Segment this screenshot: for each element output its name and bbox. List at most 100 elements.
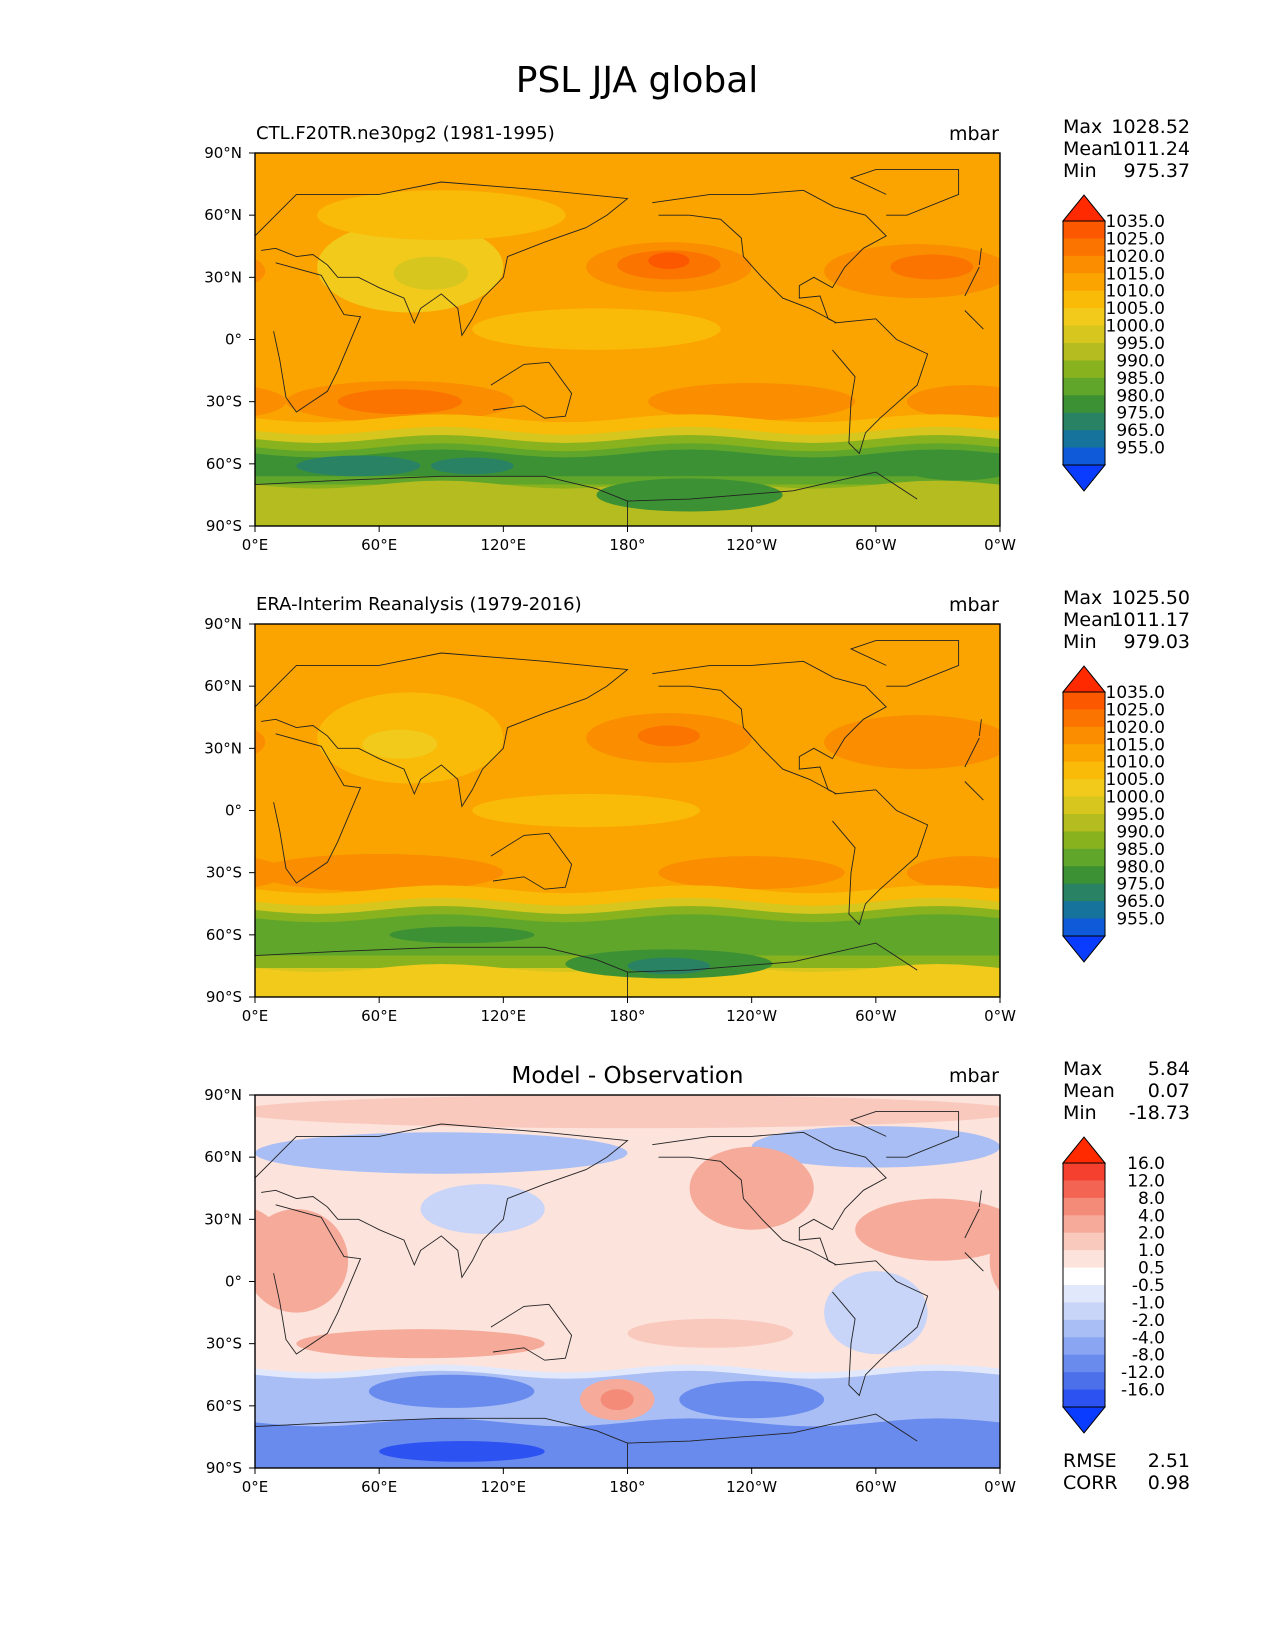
colorbar-level-label: 1000.0 <box>1106 788 1165 808</box>
figure-title: PSL JJA global <box>516 60 759 101</box>
coastline-north-america <box>652 189 887 324</box>
colorbar-level-label: 955.0 <box>1116 439 1165 459</box>
map-field <box>255 1095 1275 1468</box>
field-contour <box>362 729 438 759</box>
colorbar-level-label: 965.0 <box>1116 892 1165 912</box>
field-contour <box>430 457 514 475</box>
stat-value-mean: 0.07 <box>1148 1080 1190 1102</box>
y-tick-label: 0° <box>225 331 242 349</box>
colorbar-level-label: 1010.0 <box>1106 282 1165 302</box>
colorbar-bin <box>1063 796 1105 815</box>
colorbar-level-label: 1.0 <box>1138 1241 1165 1261</box>
coastline-south-america <box>832 1260 929 1397</box>
x-tick-label: 60°E <box>361 536 397 554</box>
coastline-antarctica <box>627 471 918 502</box>
y-tick-label: 0° <box>225 1273 242 1291</box>
field-contour <box>255 463 266 477</box>
field-contour <box>379 1441 545 1462</box>
field-contour <box>472 793 700 828</box>
field-contour <box>255 1208 349 1313</box>
coastline-europe-asia <box>255 1123 629 1279</box>
coastline-africa <box>273 733 362 884</box>
coastline-antarctica <box>627 1413 918 1444</box>
y-tick-label: 90°N <box>204 1086 242 1104</box>
colorbar-bin <box>1063 1319 1105 1338</box>
colorbar: 1035.01025.01020.01015.01010.01005.01000… <box>1061 194 1165 492</box>
field-contour <box>255 387 287 417</box>
field-contour <box>689 1146 814 1230</box>
y-tick-label: 0° <box>225 802 242 820</box>
x-tick-label: 120°E <box>481 1478 527 1496</box>
field-contour <box>255 1095 1000 1129</box>
stat-value-min: 979.03 <box>1124 631 1190 653</box>
x-tick-label: 120°W <box>726 1007 777 1025</box>
x-tick-label: 0°E <box>242 1007 269 1025</box>
colorbar-frame <box>1062 220 1106 466</box>
colorbar: 16.012.08.04.02.01.00.5-0.5-1.0-2.0-4.0-… <box>1061 1136 1165 1434</box>
colorbar-level-label: 1000.0 <box>1106 317 1165 337</box>
colorbar-bin <box>1063 883 1105 902</box>
colorbar-bin <box>1063 831 1105 850</box>
y-tick-label: 60°S <box>206 1397 242 1415</box>
field-contour <box>1176 458 1259 475</box>
coastline-antarctica <box>255 946 628 997</box>
coastline-greenland <box>849 1111 960 1158</box>
colorbar-max-extend <box>1061 665 1107 693</box>
colorbar-level-label: -16.0 <box>1121 1381 1165 1401</box>
x-tick-label: 120°E <box>481 1007 527 1025</box>
field-contour <box>648 383 856 421</box>
colorbar-level-label: 1025.0 <box>1106 229 1165 249</box>
colorbar-bin <box>1063 726 1105 745</box>
panel-units: mbar <box>949 1065 999 1087</box>
stat-label-mean: Mean <box>1063 609 1115 631</box>
field-contour <box>658 856 845 890</box>
coastline-europe-asia <box>255 652 629 808</box>
colorbar-bin <box>1063 430 1105 449</box>
x-tick-label: 0°E <box>242 536 269 554</box>
colorbar-level-label: 995.0 <box>1116 334 1165 354</box>
colorbar-level-label: 12.0 <box>1127 1171 1165 1191</box>
stat-value-max: 5.84 <box>1148 1058 1190 1080</box>
colorbar-level-label: 2.0 <box>1138 1224 1165 1244</box>
colorbar-min-extend <box>1061 1406 1107 1434</box>
field-contour <box>1217 794 1275 827</box>
colorbar-bin <box>1063 1180 1105 1199</box>
y-tick-label: 60°N <box>204 1148 242 1166</box>
field-contour <box>855 1198 1000 1261</box>
field-contour <box>255 854 504 892</box>
field-contour <box>906 459 1000 481</box>
stat-label-rmse: RMSE <box>1063 1450 1117 1472</box>
field-contour <box>255 729 266 755</box>
field-contour <box>368 1374 535 1408</box>
coastline-africa <box>273 262 362 413</box>
colorbar-bin <box>1063 377 1105 396</box>
colorbar-level-label: 4.0 <box>1138 1206 1165 1226</box>
panels: CTL.F20TR.ne30pg2 (1981-1995) mbar 0°E 60°E… <box>0 116 1275 1496</box>
colorbar-bin <box>1063 1354 1105 1373</box>
coastline-africa <box>964 1252 984 1272</box>
colorbar-bin <box>1063 1389 1105 1408</box>
y-tick-label: 30°S <box>206 393 242 411</box>
coastline-europe-asia <box>978 248 982 265</box>
y-tick-label: 30°S <box>206 1335 242 1353</box>
x-tick-label: 0°E <box>242 1478 269 1496</box>
colorbar-bin <box>1063 901 1105 920</box>
colorbar-level-label: -8.0 <box>1132 1346 1165 1366</box>
field-contour <box>600 1389 634 1410</box>
coastline-antarctica <box>255 475 628 526</box>
field-contour <box>337 389 462 415</box>
panel-reference: ERA-Interim Reanalysis (1979-2016) mbar 0°… <box>0 587 1275 1025</box>
y-tick-label: 90°S <box>206 517 242 535</box>
x-tick-label: 120°W <box>726 1478 777 1496</box>
coastline-africa <box>273 1204 362 1355</box>
field-contour <box>255 858 287 888</box>
coastline-africa <box>964 781 984 801</box>
colorbar-level-label: 1020.0 <box>1106 718 1165 738</box>
field-contour <box>1166 1184 1275 1234</box>
colorbar-level-label: 1005.0 <box>1106 770 1165 790</box>
field-contour <box>0 713 7 763</box>
colorbar-bin <box>1063 447 1105 466</box>
colorbar-bin <box>1063 814 1105 832</box>
field-contour <box>296 455 421 477</box>
